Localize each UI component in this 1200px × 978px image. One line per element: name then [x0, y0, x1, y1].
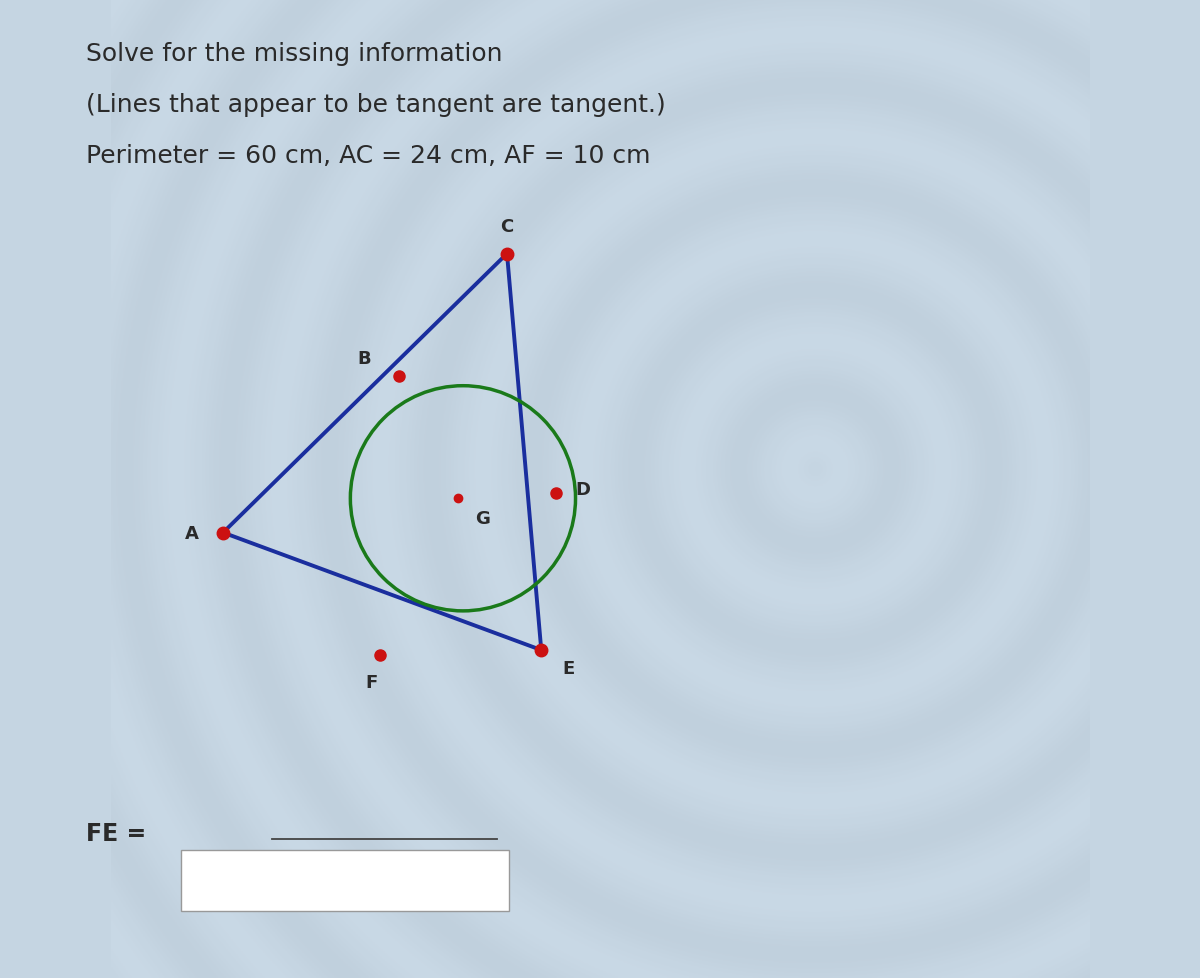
Text: C: C: [500, 218, 514, 236]
Text: A: A: [185, 524, 199, 542]
Text: FE =: FE =: [86, 822, 146, 845]
Text: G: G: [475, 510, 490, 527]
Text: F: F: [366, 674, 378, 691]
Text: B: B: [358, 350, 371, 368]
Text: D: D: [576, 481, 590, 499]
Text: (Lines that appear to be tangent are tangent.): (Lines that appear to be tangent are tan…: [86, 93, 666, 116]
Text: E: E: [563, 659, 575, 677]
Text: Solve for the missing information: Solve for the missing information: [86, 42, 503, 66]
FancyBboxPatch shape: [181, 850, 509, 911]
Text: Perimeter = 60 cm, AC = 24 cm, AF = 10 cm: Perimeter = 60 cm, AC = 24 cm, AF = 10 c…: [86, 144, 650, 167]
